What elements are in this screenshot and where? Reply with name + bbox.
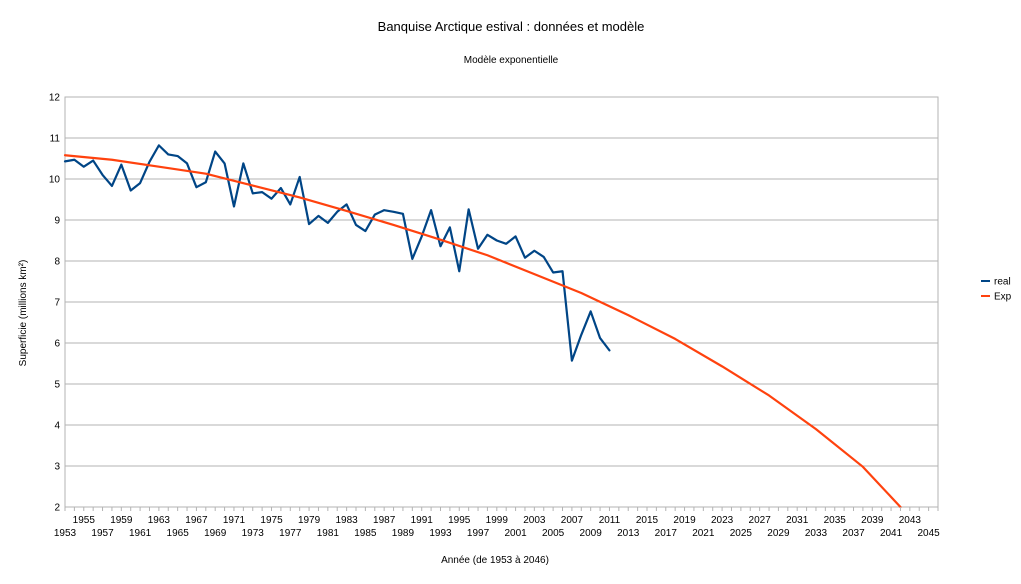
y-tick-label: 9	[54, 216, 60, 227]
x-tick-label: 1961	[129, 528, 152, 539]
x-tick-label: 2027	[749, 515, 772, 526]
y-tick-label: 2	[54, 503, 60, 514]
legend-label-exp: Exp	[994, 292, 1012, 303]
x-tick-label: 1965	[167, 528, 190, 539]
x-tick-label: 1975	[260, 515, 283, 526]
x-tick-label: 2011	[599, 515, 621, 526]
x-tick-label: 1999	[486, 515, 509, 526]
x-tick-label: 2037	[842, 528, 865, 539]
x-tick-label: 2013	[617, 528, 640, 539]
x-tick-label: 2035	[824, 515, 847, 526]
y-tick-label: 8	[54, 257, 60, 268]
series-layer	[63, 144, 902, 509]
x-tick-label: 2039	[861, 515, 884, 526]
y-tick-label: 11	[50, 134, 61, 145]
x-tick-label: 1989	[392, 528, 415, 539]
x-tick-label: 2029	[767, 528, 790, 539]
x-tick-label: 1977	[279, 528, 302, 539]
y-tick-label: 12	[49, 93, 61, 104]
x-tick-label: 2007	[561, 515, 584, 526]
x-tick-label: 1973	[242, 528, 265, 539]
x-tick-label: 1987	[373, 515, 396, 526]
x-tick-label: 1963	[148, 515, 171, 526]
x-tick-label: 2019	[673, 515, 696, 526]
y-tick-label: 10	[49, 175, 61, 186]
x-tick-label: 2003	[523, 515, 546, 526]
x-tick-label: 2015	[636, 515, 659, 526]
y-axis-label: Superficie (millions km²)	[18, 260, 29, 367]
y-tick-label: 7	[54, 298, 60, 309]
x-tick-label: 2031	[786, 515, 809, 526]
x-tick-label: 1985	[354, 528, 377, 539]
x-tick-label: 2009	[580, 528, 603, 539]
gridlines	[64, 96, 939, 508]
x-tick-label: 1995	[448, 515, 471, 526]
x-tick-label: 2021	[692, 528, 715, 539]
y-tick-label: 3	[54, 462, 60, 473]
legend: real Exp	[981, 277, 1012, 303]
x-tick-label: 2017	[655, 528, 678, 539]
x-tick-label: 1971	[223, 515, 246, 526]
chart-title: Banquise Arctique estival : données et m…	[378, 19, 645, 34]
x-tick-label: 2023	[711, 515, 734, 526]
x-tick-label: 1981	[317, 528, 340, 539]
y-tick-label: 5	[54, 380, 60, 391]
x-tick-label: 1993	[429, 528, 452, 539]
x-tick-label: 2025	[730, 528, 753, 539]
series-line-real	[63, 144, 611, 362]
x-tick-label: 1955	[73, 515, 96, 526]
x-tick-label: 1969	[204, 528, 227, 539]
x-tick-label: 1991	[411, 515, 434, 526]
x-tick-label: 1959	[110, 515, 133, 526]
x-tick-label: 1979	[298, 515, 321, 526]
x-tick-label: 1997	[467, 528, 490, 539]
x-tick-label: 1957	[91, 528, 114, 539]
legend-label-real: real	[994, 277, 1011, 288]
y-tick-label: 6	[54, 339, 60, 350]
series-line-exp	[63, 154, 902, 509]
x-tick-label: 1983	[335, 515, 358, 526]
x-tick-label: 1953	[54, 528, 77, 539]
axes: 2 3 4 5 6 7 8 9 10 11 12 1953 1957 1961 1965 1969 1973 19…	[49, 93, 940, 540]
x-axis-label: Année (de 1953 à 2046)	[441, 555, 549, 566]
x-tick-label: 2041	[880, 528, 903, 539]
y-tick-label: 4	[54, 421, 60, 432]
chart-subtitle: Modèle exponentielle	[464, 55, 559, 66]
x-tick-label: 2045	[917, 528, 940, 539]
x-tick-label: 2043	[899, 515, 922, 526]
x-tick-label: 1967	[185, 515, 208, 526]
plot-border	[64, 96, 939, 508]
x-tick-label: 2005	[542, 528, 565, 539]
x-tick-label: 2033	[805, 528, 828, 539]
x-tick-label: 2001	[504, 528, 527, 539]
